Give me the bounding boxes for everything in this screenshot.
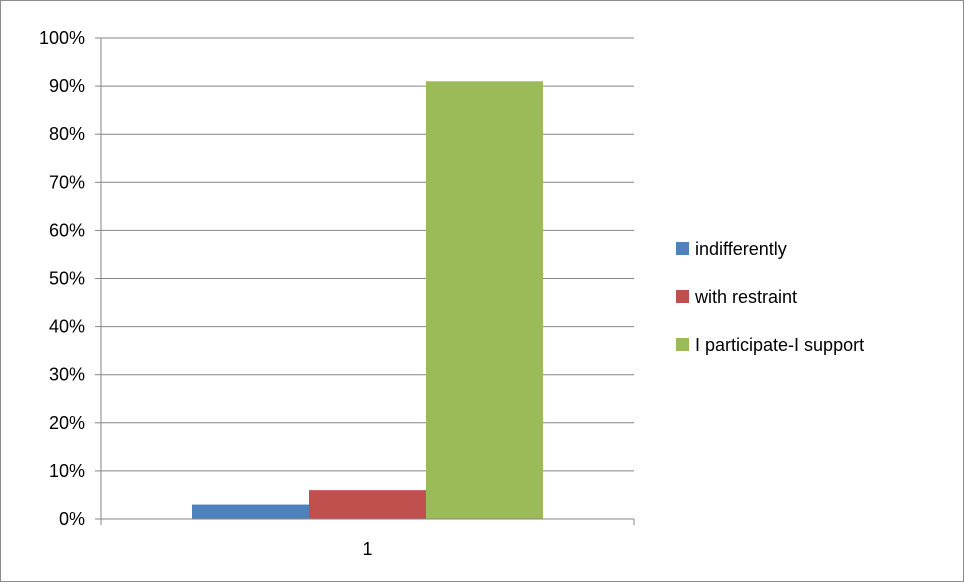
y-tick-label: 90% xyxy=(49,76,85,96)
legend-swatch xyxy=(676,242,689,255)
x-tick-label: 1 xyxy=(362,539,372,559)
legend-item: I participate-I support xyxy=(676,335,864,355)
y-tick-label: 40% xyxy=(49,317,85,337)
bar-i-participate-i-support xyxy=(426,81,543,519)
y-axis-tick-labels: 0% 10% 20% 30% 40% 50% 60% 70% 80% 90% 100% xyxy=(39,28,85,529)
legend-label: with restraint xyxy=(694,287,797,307)
y-tick-label: 70% xyxy=(49,172,85,192)
y-tick-label: 50% xyxy=(49,269,85,289)
legend-label: indifferently xyxy=(695,239,787,259)
legend: indifferently with restraint I participate… xyxy=(676,239,864,355)
legend-label: I participate-I support xyxy=(695,335,864,355)
legend-swatch xyxy=(676,338,689,351)
y-tick-label: 80% xyxy=(49,124,85,144)
legend-item: indifferently xyxy=(676,239,787,259)
legend-item: with restraint xyxy=(676,287,797,307)
y-tick-label: 10% xyxy=(49,461,85,481)
y-tick-label: 20% xyxy=(49,413,85,433)
gridlines xyxy=(101,37,634,472)
x-axis-tick-labels: 1 xyxy=(362,539,372,559)
y-tick-label: 30% xyxy=(49,365,85,385)
axes xyxy=(95,37,635,525)
y-tick-label: 100% xyxy=(39,28,85,48)
bar-with-restraint xyxy=(309,490,426,519)
legend-swatch xyxy=(676,290,689,303)
bars xyxy=(192,81,543,519)
y-tick-label: 60% xyxy=(49,220,85,240)
y-tick-label: 0% xyxy=(59,509,85,529)
bar-indifferently xyxy=(192,504,309,519)
